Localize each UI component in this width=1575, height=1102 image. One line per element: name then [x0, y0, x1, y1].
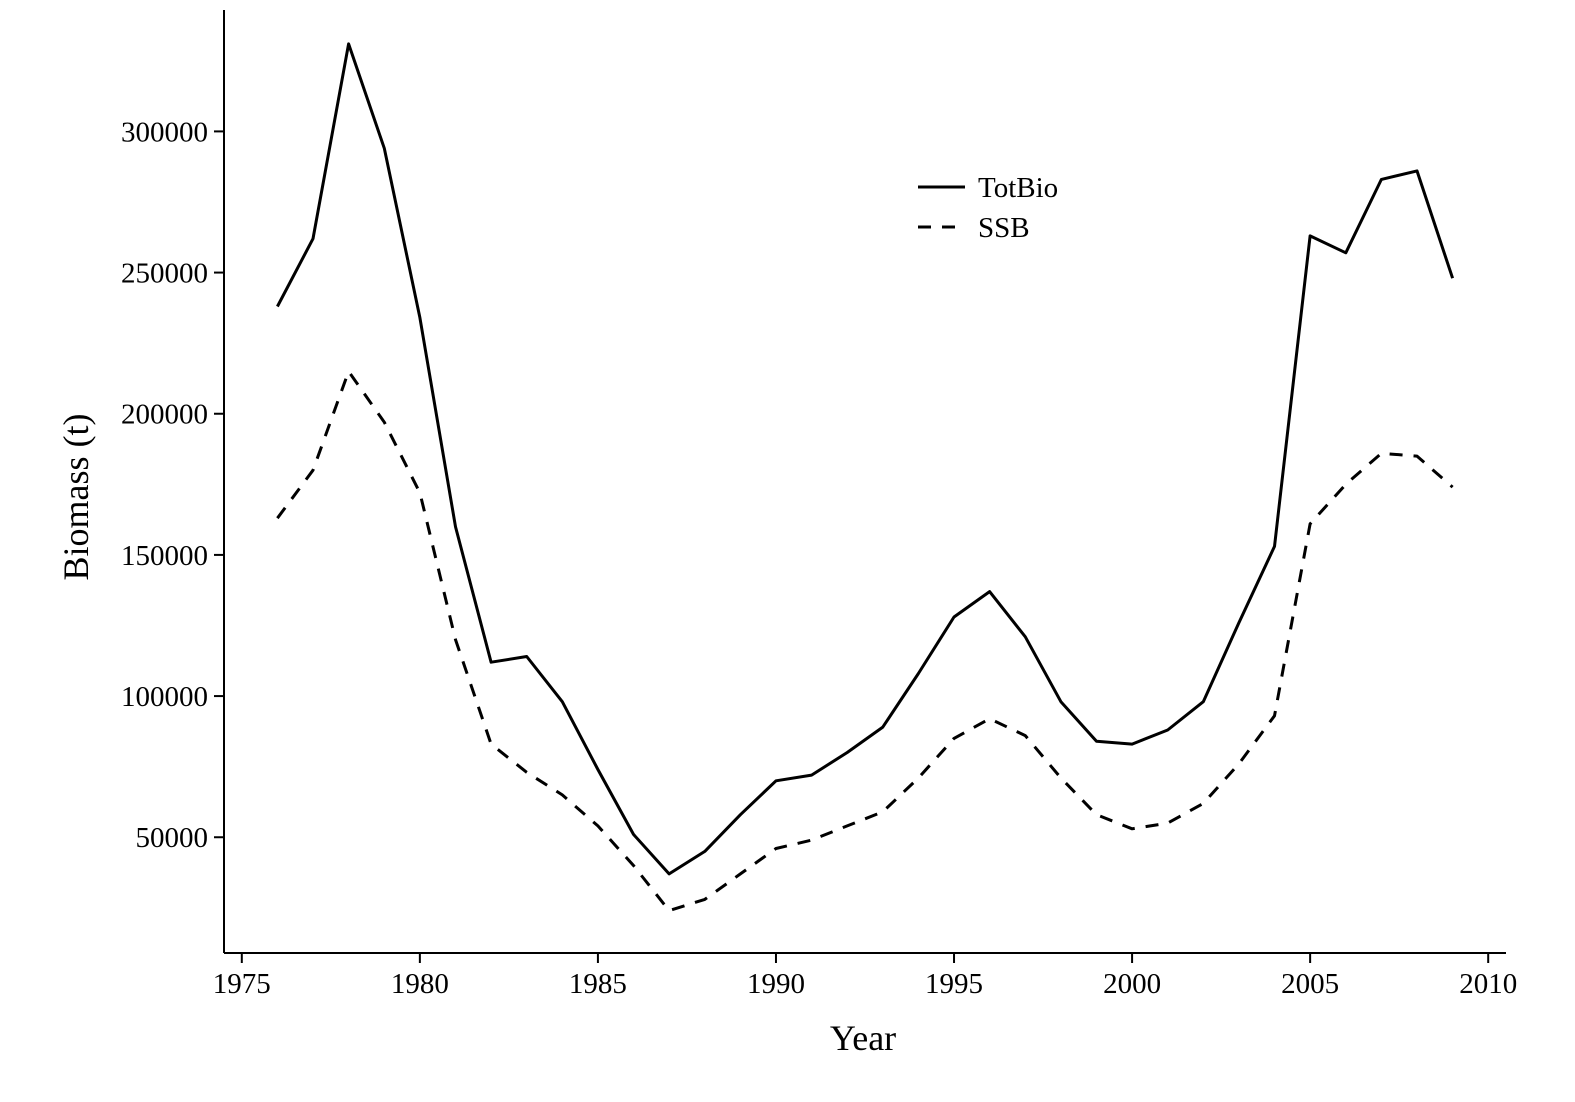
axes: 1975 1980 1985 1990 1995 2000 2005 2010 50000 100… — [121, 10, 1517, 1000]
series-line-totbio — [276, 42, 1455, 876]
y-tick-label: 150000 — [121, 540, 208, 572]
x-tick-label: 2010 — [1459, 968, 1517, 1000]
x-tick-label: 1980 — [391, 968, 449, 1000]
y-tick-label: 300000 — [121, 116, 208, 148]
legend: TotBio SSB — [918, 172, 1058, 244]
x-tick-label: 1990 — [747, 968, 805, 1000]
x-axis-title: Year — [830, 1018, 896, 1058]
legend-label-ssb: SSB — [978, 212, 1030, 244]
legend-label-totbio: TotBio — [978, 172, 1058, 204]
series-line-ssb — [276, 369, 1454, 913]
series-lines — [276, 42, 1455, 913]
x-tick-label: 1985 — [569, 968, 627, 1000]
x-tick-label: 2000 — [1103, 968, 1161, 1000]
x-tick-label: 2005 — [1281, 968, 1339, 1000]
y-tick-label: 100000 — [121, 681, 208, 713]
y-tick-label: 250000 — [121, 258, 208, 290]
y-axis-title: Biomass (t) — [56, 414, 96, 581]
x-tick-label: 1975 — [213, 968, 271, 1000]
y-tick-label: 50000 — [136, 822, 209, 854]
x-tick-label: 1995 — [925, 968, 983, 1000]
y-tick-label: 200000 — [121, 399, 208, 431]
